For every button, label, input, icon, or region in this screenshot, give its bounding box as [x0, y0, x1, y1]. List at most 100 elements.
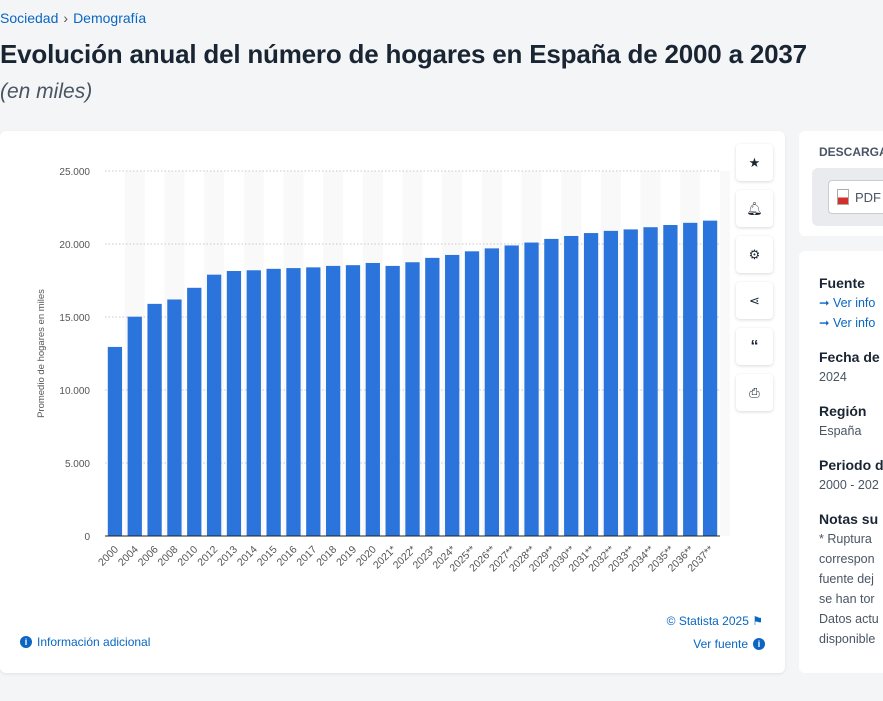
source-heading: Fuente [819, 275, 865, 291]
additional-info-link[interactable]: i Información adicional [20, 635, 150, 649]
bar [583, 233, 599, 537]
y-tick-label: 25.000 [59, 167, 90, 178]
breadcrumb-demografia[interactable]: Demografía [73, 10, 147, 26]
bar [524, 242, 539, 536]
bar [286, 268, 301, 536]
chart-card: 0 5.000 10.000 15.000 20.000 25.000 Promedio d… [0, 131, 785, 673]
x-tick-label: 2019 [334, 544, 359, 569]
x-tick-label: 2008 [156, 544, 181, 569]
bar [504, 245, 519, 536]
bar [425, 257, 440, 536]
period-heading: Periodo d [819, 457, 883, 473]
notes-line: disponible [819, 632, 876, 646]
notes-line: fuente dej [819, 572, 874, 586]
y-axis-label: Promedio de hogares en miles [36, 289, 47, 418]
download-options: PDF [812, 168, 883, 226]
info-icon: i [20, 636, 32, 648]
pdf-icon [837, 189, 849, 205]
pdf-download-button[interactable]: PDF [828, 180, 883, 214]
y-tick-label: 20.000 [59, 240, 90, 251]
y-tick-label: 15.000 [59, 313, 90, 324]
x-tick-label: 2004 [116, 544, 141, 569]
page-subtitle: (en miles) [0, 80, 93, 103]
y-tick-label: 0 [84, 532, 90, 543]
bar [663, 225, 678, 536]
source-link[interactable]: ➞ Ver info [819, 296, 876, 310]
bar [603, 230, 619, 537]
view-source-label: Ver fuente [693, 637, 748, 651]
source-link-label: Ver info [832, 296, 876, 310]
date-value: 2024 [819, 370, 847, 384]
notes-line: Datos actu [819, 612, 879, 626]
bar [326, 265, 341, 536]
bar [187, 287, 202, 536]
bar [484, 248, 499, 536]
copyright-text: © Statista 2025 [666, 614, 749, 628]
x-tick-label: 2018 [314, 544, 339, 569]
x-tick-label: 2015 [255, 544, 280, 569]
source-link[interactable]: ➞ Ver info [819, 316, 876, 330]
additional-info-label: Información adicional [37, 635, 151, 649]
source-link-label: Ver info [832, 316, 876, 330]
bar [246, 270, 261, 536]
bar [226, 271, 242, 536]
bar [445, 254, 460, 536]
notes-line: se han tor [819, 592, 875, 606]
x-tick-label: 2014 [235, 544, 260, 569]
bar [127, 316, 142, 536]
bar [385, 265, 400, 536]
bar [345, 265, 361, 536]
x-tick-label: 2012 [195, 544, 220, 569]
x-tick-label: 2000 [96, 544, 121, 569]
x-tick-label: 2016 [275, 544, 300, 569]
notes-heading: Notas su [819, 511, 879, 527]
x-tick-label: 2010 [175, 544, 200, 569]
region-value: España [819, 424, 862, 438]
bar [405, 262, 420, 536]
share-button[interactable]: ⋖ [736, 282, 773, 319]
x-tick-label: 2013 [215, 544, 240, 569]
print-icon: ⎙ [749, 384, 760, 400]
cite-button[interactable]: “ [736, 328, 773, 365]
settings-button[interactable]: ⚙ [736, 236, 773, 273]
details-panel: Fuente ➞ Ver info ➞ Ver info Fecha de 20… [799, 251, 883, 673]
bar [306, 267, 321, 536]
pdf-label: PDF [855, 189, 881, 205]
breadcrumb-separator: › [63, 10, 69, 26]
breadcrumb: Sociedad › Demografía [0, 10, 146, 26]
region-heading: Región [819, 403, 867, 419]
bar [564, 235, 579, 536]
bar [683, 222, 698, 536]
print-button[interactable]: ⎙ [736, 374, 773, 411]
x-tick-label: 2006 [136, 544, 161, 569]
bar [266, 268, 281, 536]
breadcrumb-sociedad[interactable]: Sociedad [0, 10, 59, 26]
star-icon: ★ [748, 154, 761, 170]
bar [643, 227, 658, 536]
flag-icon: ⚑ [752, 614, 763, 628]
y-tick-label: 5.000 [65, 459, 90, 470]
gear-icon: ⚙ [748, 246, 761, 262]
notes-line: correspon [819, 552, 875, 566]
download-panel: DESCARGA PDF [799, 131, 883, 236]
copyright[interactable]: © Statista 2025 ⚑ [667, 614, 763, 628]
bar [464, 251, 480, 537]
bar [107, 346, 123, 536]
bar [167, 299, 182, 536]
share-icon: ⋖ [749, 292, 760, 308]
notes-line: * Ruptura [819, 532, 872, 546]
bar [544, 238, 559, 536]
bar [623, 229, 638, 536]
bar [147, 303, 162, 536]
bell-icon: 🔔︎ [746, 200, 763, 216]
view-source-link[interactable]: Ver fuente i [693, 637, 765, 651]
info-icon: i [753, 638, 765, 650]
y-tick-label: 10.000 [59, 386, 90, 397]
bar [702, 220, 718, 536]
quote-icon: “ [750, 337, 759, 355]
bar-chart: 0 5.000 10.000 15.000 20.000 25.000 Promedio d… [36, 167, 730, 574]
notify-button[interactable]: 🔔︎ [736, 190, 773, 227]
favorite-button[interactable]: ★ [736, 144, 773, 181]
download-title: DESCARGA [819, 145, 883, 159]
bar [206, 274, 222, 536]
